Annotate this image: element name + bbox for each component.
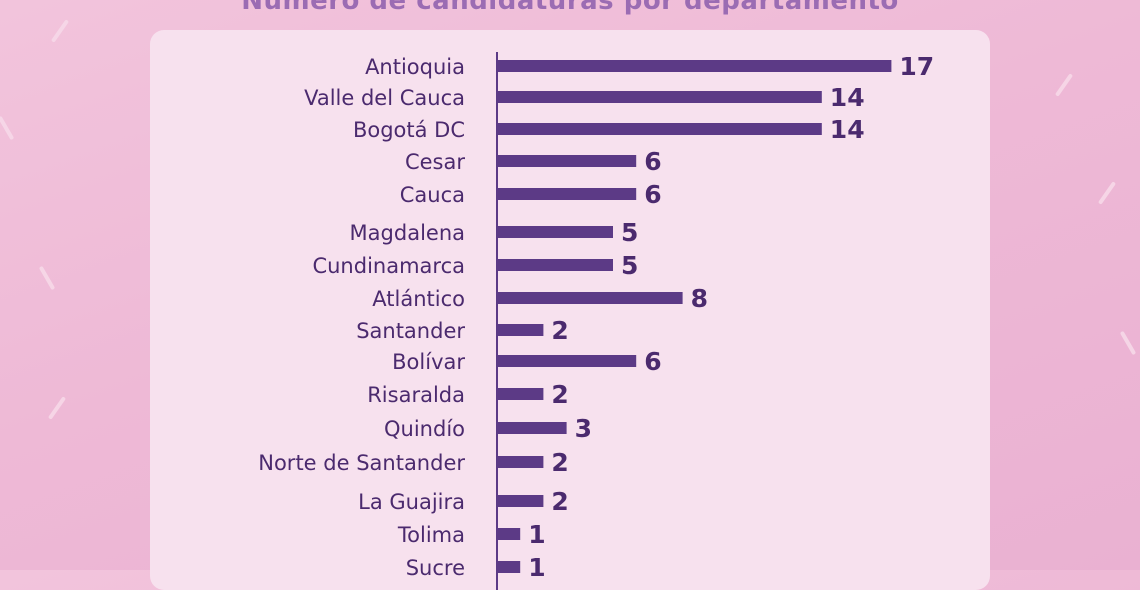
chart-title: Número de candidaturas por departamento [241,0,899,16]
confetti-decoration [38,265,56,291]
value-label: 5 [621,218,638,247]
bar [497,561,521,573]
value-label: 1 [528,520,545,549]
bar [497,226,613,238]
bar [497,355,637,367]
category-label: Risaralda [367,383,465,407]
category-label: La Guajira [358,490,465,514]
category-label: Bogotá DC [353,118,465,142]
value-label: 14 [830,115,865,144]
value-label: 8 [691,284,708,313]
value-label: 6 [644,347,661,376]
category-label: Tolima [397,523,465,547]
category-label: Valle del Cauca [304,86,465,110]
bar [497,60,892,72]
value-label: 17 [899,52,934,81]
confetti-decoration [47,396,67,420]
value-label: 1 [528,553,545,582]
bar [497,91,822,103]
value-label: 5 [621,251,638,280]
bar [497,292,683,304]
category-label: Norte de Santander [258,451,465,475]
category-label: Bolívar [392,350,465,374]
category-label: Santander [356,319,465,343]
category-label: Sucre [406,556,465,580]
category-label: Cesar [405,150,465,174]
value-label: 2 [551,487,568,516]
bar [497,388,544,400]
bar [497,123,822,135]
bar [497,324,544,336]
value-label: 6 [644,180,661,209]
category-label: Antioquia [365,55,465,79]
value-label: 3 [575,414,592,443]
category-label: Cauca [400,183,465,207]
value-label: 2 [551,316,568,345]
bar [497,495,544,507]
confetti-decoration [1054,73,1074,97]
category-label: Atlántico [372,287,465,311]
bar [497,528,521,540]
bar-chart: Antioquia 17 Valle del Cauca 14 Bogotá DC 14 C… [258,52,934,590]
category-label: Cundinamarca [312,254,465,278]
confetti-decoration [0,115,15,141]
value-label: 2 [551,448,568,477]
confetti-decoration [1097,181,1117,205]
bar [497,188,637,200]
bar [497,155,637,167]
value-label: 14 [830,83,865,112]
bar [497,422,567,434]
chart-panel: Antioquia 17 Valle del Cauca 14 Bogotá DC 14 C… [150,30,990,590]
category-label: Magdalena [350,221,465,245]
bar [497,259,613,271]
confetti-decoration [50,19,70,43]
value-label: 6 [644,147,661,176]
value-label: 2 [551,380,568,409]
bar [497,456,544,468]
confetti-decoration [1119,330,1137,356]
category-label: Quindío [384,417,465,441]
